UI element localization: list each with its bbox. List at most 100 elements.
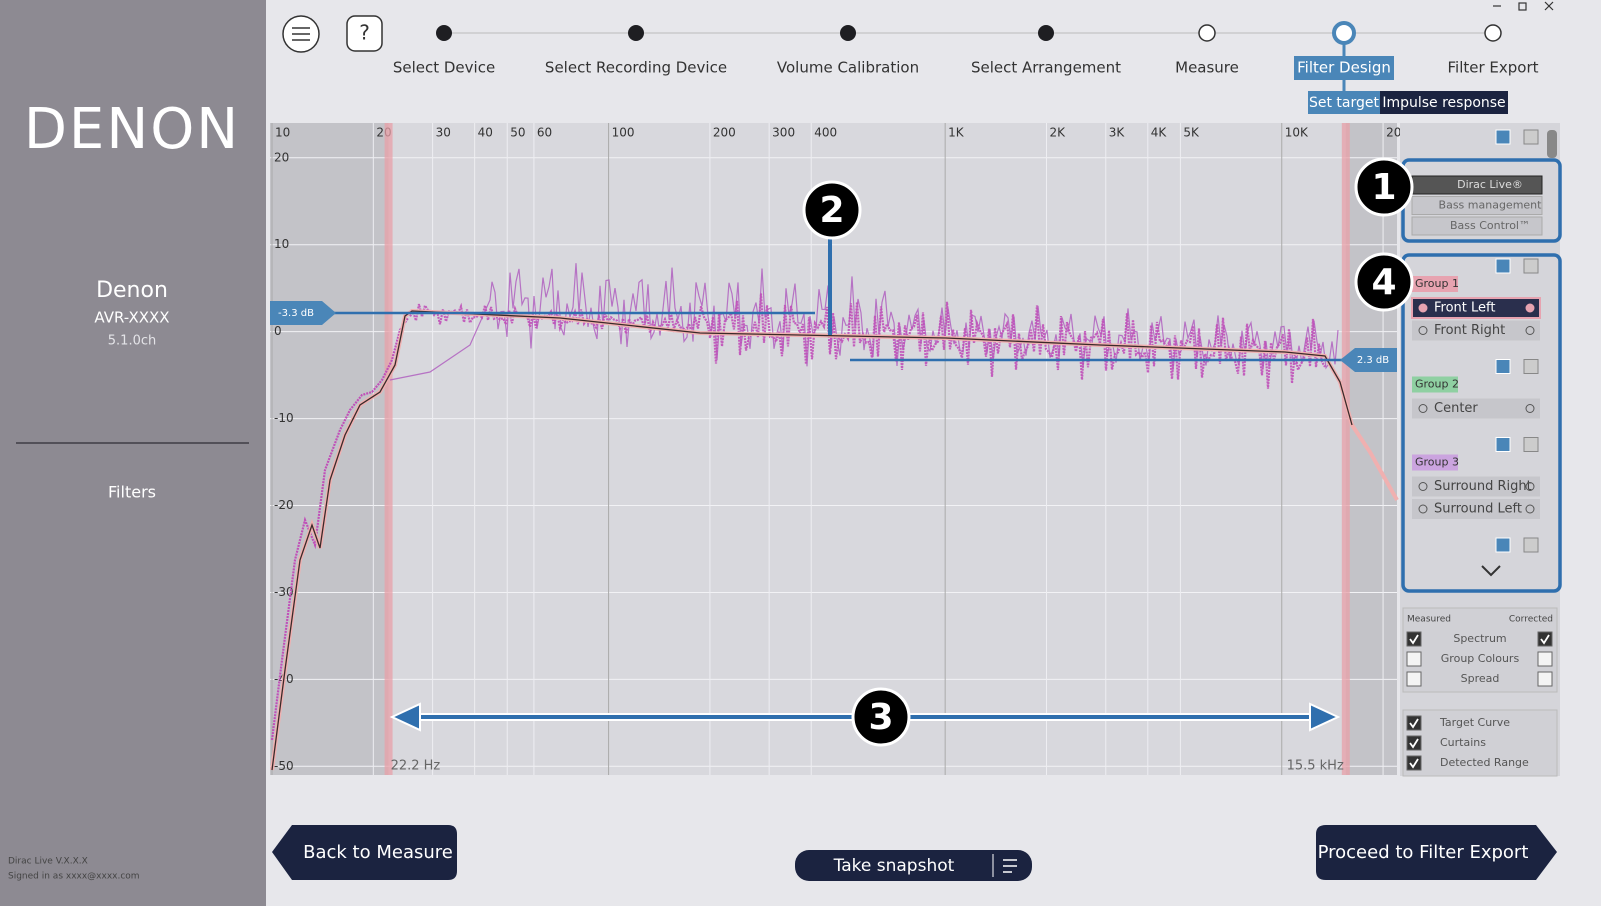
curtain-label: 15.5 kHz [1287, 759, 1344, 774]
curtain-shade [270, 123, 389, 775]
channel-dot [1418, 326, 1428, 335]
step-label[interactable]: Volume Calibration [777, 59, 919, 77]
step-label[interactable]: Filter Design [1297, 59, 1391, 77]
arrow-head [389, 702, 421, 732]
x-tick-label: 20 [1386, 126, 1401, 140]
checkbox[interactable] [1406, 735, 1422, 751]
checkbox[interactable] [1406, 651, 1422, 667]
account: Signed in as xxxx@xxxx.com [8, 872, 140, 882]
step-dot[interactable] [436, 25, 452, 41]
step-dot[interactable] [628, 25, 644, 41]
step-dot[interactable] [1038, 25, 1054, 41]
y-tick-label: -50 [274, 759, 294, 773]
processing-label: Bass Control™ [1450, 219, 1530, 232]
subtab-label: Set target [1309, 95, 1380, 111]
processing-label: Dirac Live® [1457, 178, 1523, 191]
group-icon[interactable] [1523, 258, 1539, 274]
checkbox[interactable] [1537, 671, 1553, 687]
snapshot-menu-icon[interactable] [1003, 859, 1017, 873]
group-icon[interactable] [1495, 258, 1511, 274]
group-icon[interactable] [1523, 537, 1539, 553]
display-option: Spread [1461, 672, 1500, 685]
callout-badge [1354, 157, 1414, 217]
menu-icon [292, 27, 310, 41]
checkbox[interactable] [1406, 715, 1422, 731]
group-name: Group 2 [1415, 378, 1459, 391]
x-tick-label: 50 [510, 126, 525, 140]
group-icon[interactable] [1495, 129, 1511, 145]
version: Dirac Live V.X.X.X [8, 857, 88, 867]
back-label: Back to Measure [303, 842, 453, 863]
step-label[interactable]: Select Recording Device [545, 59, 727, 77]
curtain[interactable] [384, 123, 393, 775]
device-model: AVR-XXXX [94, 309, 169, 327]
snapshot-label: Take snapshot [833, 856, 955, 876]
overlay-option: Target Curve [1439, 716, 1510, 729]
level-handle[interactable] [270, 301, 336, 325]
channel-toggle[interactable] [1525, 482, 1535, 491]
curtain-label: 22.2 Hz [391, 759, 441, 774]
channel-toggle[interactable] [1525, 404, 1535, 413]
callout-number: 3 [868, 697, 893, 738]
checkbox[interactable] [1537, 651, 1553, 667]
step-label[interactable]: Filter Export [1447, 59, 1538, 77]
checkbox[interactable] [1406, 631, 1422, 647]
channel-dot [1418, 504, 1428, 514]
group-icon[interactable] [1523, 129, 1539, 145]
window-controls[interactable] [1493, 1, 1554, 11]
channel-row[interactable] [1412, 476, 1540, 497]
channel-toggle[interactable] [1525, 504, 1535, 514]
group-icon[interactable] [1523, 437, 1539, 452]
subtab[interactable] [1308, 91, 1380, 114]
help-button[interactable] [346, 15, 383, 52]
checkbox[interactable] [1406, 755, 1422, 771]
channel-toggle[interactable] [1525, 326, 1535, 335]
proceed-button[interactable] [1316, 825, 1557, 880]
step-dot[interactable] [840, 25, 856, 41]
channel-row[interactable] [1412, 320, 1540, 341]
step-label[interactable]: Measure [1175, 59, 1239, 77]
channel-toggle[interactable] [1525, 303, 1535, 313]
uncorrected-curve [389, 263, 1339, 381]
x-tick-label: 3K [1109, 126, 1126, 140]
target-curve-line [271, 310, 1353, 771]
step-dot[interactable] [1332, 21, 1356, 45]
processing-button[interactable] [1411, 196, 1543, 215]
channel-row[interactable] [1411, 297, 1541, 319]
processing-button[interactable] [1411, 216, 1543, 236]
scrollbar[interactable] [1547, 130, 1557, 158]
group-icon[interactable] [1495, 537, 1511, 553]
snapshot-button[interactable] [795, 850, 1032, 881]
channel-name: Center [1434, 401, 1478, 416]
callout-badge [802, 180, 862, 240]
curtain[interactable] [1341, 123, 1350, 775]
channel-name: Front Right [1434, 323, 1505, 338]
group-icon[interactable] [1523, 359, 1539, 374]
display-column: Measured [1407, 615, 1451, 625]
step-dot[interactable] [1198, 24, 1216, 42]
display-box [1402, 607, 1558, 693]
curtain-shade [1345, 123, 1397, 775]
step-label[interactable]: Select Arrangement [971, 59, 1121, 77]
group-icon[interactable] [1495, 359, 1511, 374]
channel-name: Surround Right [1434, 479, 1532, 494]
y-tick-label: 20 [274, 150, 289, 164]
step-label[interactable]: Select Device [393, 59, 495, 77]
channel-row[interactable] [1412, 499, 1540, 519]
subtab[interactable] [1380, 91, 1508, 114]
y-tick-label: 0 [274, 324, 282, 338]
checkbox[interactable] [1406, 671, 1422, 687]
level-handle-label: -3.3 dB [278, 308, 314, 319]
group-tag [1412, 276, 1458, 292]
display-option: Spectrum [1453, 632, 1506, 645]
channel-row[interactable] [1412, 398, 1540, 419]
level-handle[interactable] [1340, 348, 1397, 372]
group-icon[interactable] [1495, 437, 1511, 452]
callout-number: 4 [1371, 262, 1396, 303]
overlay-option: Detected Range [1440, 756, 1529, 769]
step-dot[interactable] [1484, 24, 1502, 42]
checkbox[interactable] [1537, 631, 1553, 647]
sidebar-section[interactable]: Filters [108, 483, 156, 502]
scroll-down[interactable] [1481, 565, 1501, 577]
back-button[interactable] [272, 825, 457, 880]
